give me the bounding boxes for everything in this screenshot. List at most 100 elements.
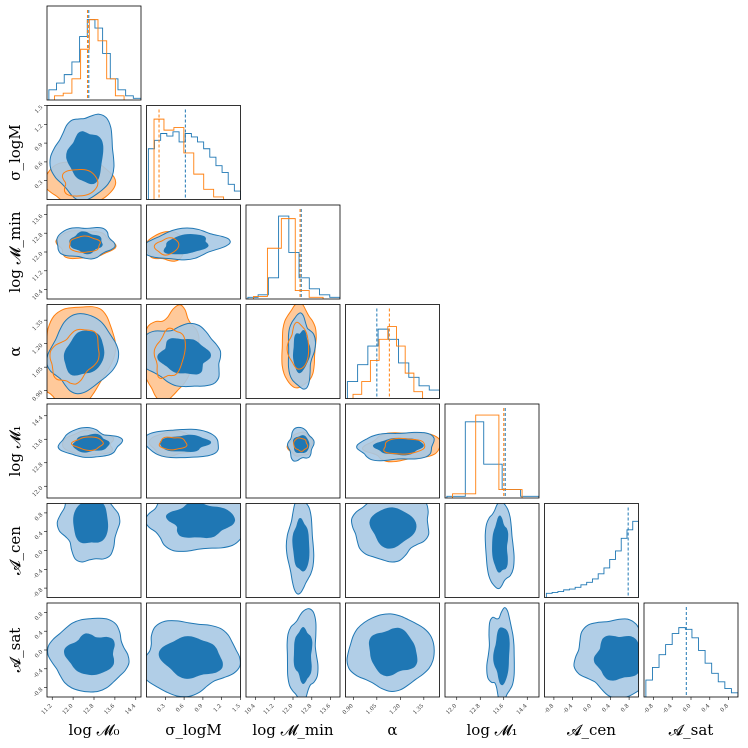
- panel-2-2: [245, 204, 341, 300]
- panel-6-3: [345, 602, 440, 698]
- contour-blue-inner-6-1: [158, 636, 223, 679]
- xtick-label-5-3: 0.4: [601, 703, 612, 714]
- contour-orange-inner-4-0: [70, 436, 104, 451]
- xlabel-0: log 𝓜₀: [68, 721, 119, 739]
- ylabel-4: log 𝓜₁: [6, 425, 24, 476]
- ytick-label-1-4: 1.5: [34, 104, 45, 115]
- panel-5-5: [544, 503, 639, 598]
- xtick-label-2-0: 10.4: [244, 703, 257, 716]
- ytick-label-2-0: 10.4: [32, 288, 45, 301]
- xtick-label-0-1: 12.0: [62, 703, 75, 716]
- panel-frame-1-1: [146, 105, 241, 200]
- histogram-orange-4: [452, 414, 523, 498]
- contour-orange-inner-3-2: [286, 321, 310, 370]
- panel-frame-3-3: [345, 304, 440, 399]
- xtick-label-5-0: -0.8: [544, 703, 556, 715]
- contour-blue-inner-5-1: [165, 503, 236, 539]
- histogram-blue-0: [48, 19, 141, 100]
- histogram-blue-1: [147, 131, 241, 200]
- contour-blue-inner-5-2: [292, 518, 310, 572]
- ytick-label-3-1: 1.05: [32, 366, 45, 379]
- panel-6-2: [245, 602, 341, 698]
- panel-frame-5-5: [544, 503, 639, 598]
- xlabel-4: log 𝓜₁: [466, 721, 517, 739]
- ytick-label-1-2: 0.9: [34, 142, 45, 153]
- xtick-label-6-0: -0.8: [643, 703, 655, 715]
- panel-frame-4-0: [46, 403, 142, 499]
- ytick-label-3-2: 1.20: [32, 342, 45, 355]
- ytick-label-5-4: 0.8: [34, 512, 45, 523]
- panel-frame-6-6: [643, 602, 739, 698]
- xtick-label-1-0: 0.3: [156, 703, 167, 714]
- ylabel-3: α: [6, 346, 24, 356]
- ytick-label-1-0: 0.3: [34, 180, 45, 191]
- contour-blue-inner-6-0: [64, 633, 115, 676]
- panel-5-1: [146, 503, 241, 598]
- panel-3-3: [345, 304, 440, 399]
- histogram-blue-3: [346, 328, 440, 399]
- contour-orange-inner-2-0: [69, 235, 101, 253]
- contour-orange-inner-4-3: [383, 437, 426, 455]
- ylabel-2: log 𝓜_min: [6, 211, 24, 293]
- xtick-label-0-2: 12.8: [83, 703, 96, 716]
- panel-4-2: [245, 403, 341, 499]
- panel-2-0: [46, 204, 142, 300]
- contour-blue-inner-6-4: [493, 627, 510, 686]
- xtick-label-2-2: 12.0: [282, 703, 295, 716]
- ytick-label-2-1: 11.2: [32, 270, 45, 283]
- contour-orange-inner-1-0: [61, 169, 99, 197]
- contour-orange-inner-4-2: [293, 437, 309, 452]
- xtick-label-2-1: 11.2: [263, 703, 276, 716]
- ytick-label-6-3: 0.4: [34, 630, 45, 641]
- ytick-label-6-1: -0.4: [33, 668, 45, 680]
- histogram-orange-0: [54, 19, 125, 100]
- panel-frame-2-2: [245, 204, 341, 300]
- panel-6-1: [146, 602, 241, 698]
- panel-6-0: [46, 602, 142, 698]
- ytick-label-4-1: 12.8: [32, 462, 45, 475]
- xtick-label-3-3: 1.35: [412, 703, 425, 716]
- xtick-label-5-4: 0.8: [620, 703, 631, 714]
- histogram-blue-5: [545, 520, 639, 598]
- histogram-orange-1: [153, 118, 225, 200]
- panel-5-3: [345, 503, 440, 598]
- panel-frame-3-1: [146, 304, 241, 399]
- panel-frame-1-0: [46, 105, 142, 200]
- panel-3-1: [146, 304, 241, 399]
- xtick-label-0-4: 14.4: [124, 703, 137, 716]
- ytick-label-6-0: -0.8: [33, 686, 45, 698]
- ytick-label-2-4: 13.6: [32, 213, 45, 226]
- ytick-label-4-2: 13.6: [32, 438, 45, 451]
- panel-6-6: [643, 602, 739, 698]
- panel-1-0: [46, 105, 142, 200]
- panel-4-0: [46, 403, 142, 499]
- panel-frame-5-2: [245, 503, 341, 598]
- panel-6-4: [444, 602, 540, 698]
- ytick-label-1-1: 0.6: [34, 161, 45, 172]
- panel-frame-4-1: [146, 403, 241, 499]
- panel-frame-5-3: [345, 503, 440, 598]
- xlabel-2: log 𝓜_min: [252, 721, 334, 739]
- xtick-label-4-0: 12.0: [445, 703, 458, 716]
- panel-3-0: [46, 304, 142, 399]
- contour-blue-inner-3-0: [63, 330, 105, 376]
- histogram-orange-3: [352, 326, 424, 399]
- panel-frame-2-1: [146, 204, 241, 300]
- ylabel-5: 𝓐_cen: [6, 526, 24, 575]
- xlabel-5: 𝓐_cen: [567, 721, 616, 739]
- xtick-label-1-3: 1.2: [213, 703, 223, 713]
- panel-frame-3-2: [245, 304, 341, 399]
- ytick-label-4-3: 14.4: [32, 415, 45, 428]
- panel-frame-3-0: [46, 304, 142, 399]
- panel-frame-4-4: [444, 403, 540, 499]
- panel-2-1: [146, 204, 241, 300]
- ytick-label-1-3: 1.2: [34, 123, 44, 133]
- panel-5-0: [46, 503, 142, 598]
- xtick-label-4-2: 13.6: [492, 703, 505, 716]
- xtick-label-4-1: 12.8: [469, 703, 482, 716]
- xlabel-6: 𝓐_sat: [669, 721, 714, 739]
- panel-4-4: [444, 403, 540, 499]
- panel-frame-6-3: [345, 602, 440, 698]
- xtick-label-1-1: 0.6: [175, 703, 186, 714]
- contour-orange-inner-2-1: [153, 237, 180, 256]
